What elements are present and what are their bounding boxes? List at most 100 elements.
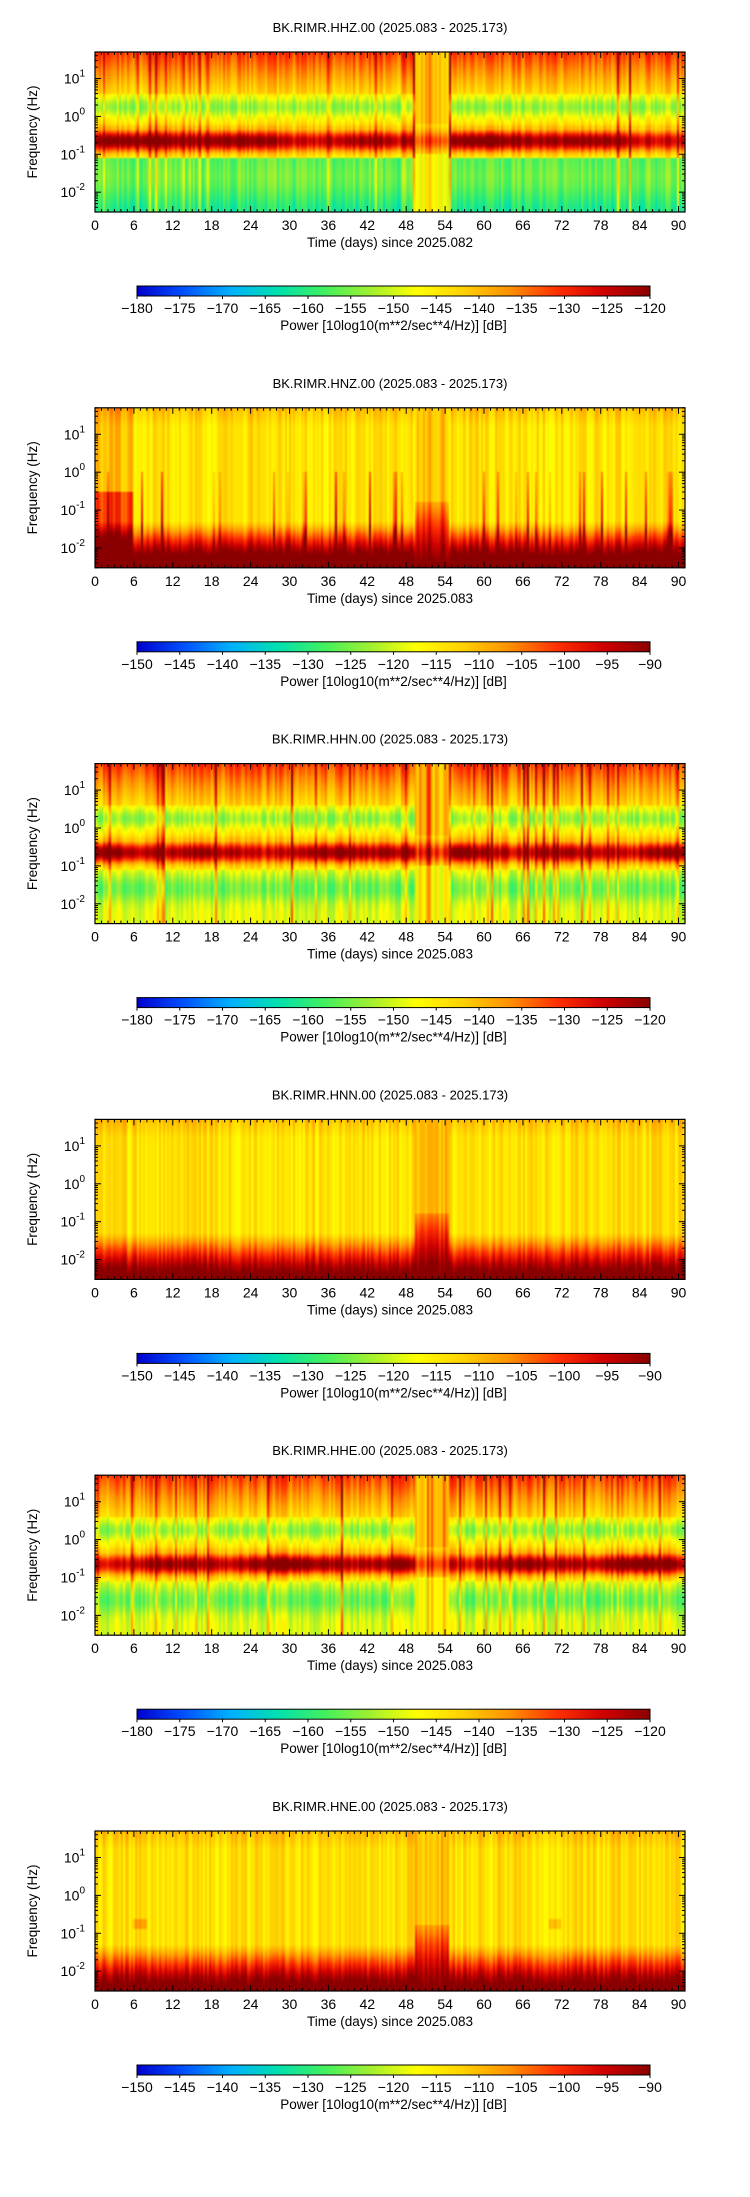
- y-tick-label: 10-2: [61, 1250, 86, 1268]
- y-tick-label: 10-2: [61, 538, 86, 556]
- x-tick-label: 48: [398, 1996, 414, 2012]
- colorbar-tick-label: −115: [421, 1367, 452, 1383]
- chart-title: BK.RIMR.HHE.00 (2025.083 - 2025.173): [272, 1443, 508, 1458]
- x-tick-label: 30: [282, 1996, 298, 2012]
- plot-frame: [94, 1474, 686, 1636]
- y-tick-label: 100: [64, 462, 86, 480]
- colorbar-label: Power [10log10(m**2/sec**4/Hz)] [dB]: [280, 1741, 507, 1756]
- colorbar-tick-label: −100: [549, 2079, 581, 2095]
- x-tick-label: 72: [554, 1640, 570, 1656]
- x-tick-label: 84: [632, 217, 648, 233]
- y-tick-label: 10-2: [61, 1605, 86, 1623]
- x-tick-label: 42: [360, 217, 376, 233]
- plot-frame: [94, 762, 686, 925]
- colorbar-tick-label: −95: [595, 1367, 619, 1383]
- y-tick-label: 10-1: [61, 500, 86, 518]
- x-tick-label: 72: [554, 573, 570, 589]
- x-tick-label: 42: [360, 929, 376, 945]
- colorbar-tick-label: −140: [207, 1367, 239, 1383]
- x-tick-label: 42: [360, 1640, 376, 1656]
- y-tick-label: 10-1: [61, 856, 86, 874]
- y-tick-label: 100: [64, 1174, 86, 1192]
- colorbar-tick-label: −145: [420, 1723, 452, 1739]
- x-tick-label: 36: [321, 1640, 337, 1656]
- y-axis-label: Frequency (Hz): [25, 1153, 40, 1246]
- colorbar-tick-label: −90: [638, 1367, 662, 1383]
- x-tick-label: 36: [321, 1996, 337, 2012]
- chart-title: BK.RIMR.HHZ.00 (2025.083 - 2025.173): [273, 20, 508, 35]
- x-tick-label: 66: [515, 1996, 531, 2012]
- x-tick-label: 78: [593, 929, 609, 945]
- x-tick-label: 60: [476, 573, 492, 589]
- x-axis-label: Time (days) since 2025.083: [307, 591, 473, 606]
- x-tick-label: 78: [593, 217, 609, 233]
- x-tick-label: 78: [593, 1284, 609, 1300]
- x-tick-label: 54: [437, 1284, 453, 1300]
- colorbar-tick-label: −125: [591, 1723, 623, 1739]
- x-tick-label: 36: [321, 217, 337, 233]
- y-tick-label: 101: [64, 68, 86, 86]
- colorbar-tick-label: −105: [506, 2079, 538, 2095]
- colorbar-tick-label: −115: [421, 2079, 452, 2095]
- y-tick-label: 10-1: [61, 144, 86, 162]
- spectrogram-panel-2: BK.RIMR.HNZ.00 (2025.083 - 2025.173) 0 6 12…: [25, 376, 687, 689]
- x-tick-label: 54: [437, 217, 453, 233]
- y-tick-label: 101: [64, 424, 86, 442]
- colorbar-tick-label: −130: [549, 1723, 581, 1739]
- y-tick-label: 100: [64, 106, 86, 124]
- x-tick-label: 12: [165, 573, 181, 589]
- colorbar-label: Power [10log10(m**2/sec**4/Hz)] [dB]: [280, 2097, 507, 2112]
- colorbar-tick-label: −145: [164, 1367, 196, 1383]
- colorbar-tick-label: −140: [207, 2079, 239, 2095]
- colorbar-tick-label: −175: [164, 1723, 196, 1739]
- x-tick-label: 78: [593, 1640, 609, 1656]
- chart-title: BK.RIMR.HNE.00 (2025.083 - 2025.173): [272, 1799, 508, 1814]
- colorbar: [136, 285, 651, 297]
- colorbar-tick-label: −110: [464, 656, 495, 672]
- x-tick-label: 12: [165, 217, 181, 233]
- colorbar-tick-label: −125: [335, 2079, 367, 2095]
- colorbar-tick-label: −90: [638, 656, 662, 672]
- colorbar-tick-label: −100: [549, 656, 581, 672]
- x-tick-label: 42: [360, 1284, 376, 1300]
- x-tick-label: 60: [476, 217, 492, 233]
- colorbar-tick-label: −105: [506, 656, 538, 672]
- colorbar-tick-label: −95: [595, 656, 619, 672]
- x-tick-label: 6: [130, 1640, 138, 1656]
- y-axis-label: Frequency (Hz): [25, 797, 40, 890]
- chart-title: BK.RIMR.HHN.00 (2025.083 - 2025.173): [272, 732, 508, 747]
- spectrogram-image: [95, 1475, 685, 1636]
- colorbar-tick-label: −135: [506, 300, 538, 316]
- colorbar-label: Power [10log10(m**2/sec**4/Hz)] [dB]: [280, 674, 507, 689]
- colorbar-tick-label: −140: [463, 1723, 495, 1739]
- x-tick-label: 48: [398, 1284, 414, 1300]
- spectrogram-panel-1: BK.RIMR.HHZ.00 (2025.083 - 2025.173) 0 6 12…: [25, 20, 687, 333]
- y-tick-label: 10-1: [61, 1212, 86, 1230]
- x-tick-label: 48: [398, 573, 414, 589]
- x-tick-label: 66: [515, 217, 531, 233]
- x-tick-label: 42: [360, 1996, 376, 2012]
- x-tick-label: 72: [554, 1996, 570, 2012]
- x-tick-label: 54: [437, 573, 453, 589]
- plot-frame: [94, 51, 686, 213]
- colorbar-tick-label: −150: [121, 2079, 153, 2095]
- x-tick-label: 12: [165, 1996, 181, 2012]
- colorbar-tick-label: −165: [249, 300, 281, 316]
- colorbar-tick-label: −150: [378, 1723, 410, 1739]
- colorbar-tick-label: −160: [292, 1012, 324, 1028]
- x-tick-label: 18: [204, 1284, 220, 1300]
- x-tick-label: 12: [165, 929, 181, 945]
- x-tick-label: 36: [321, 573, 337, 589]
- colorbar-tick-label: −135: [249, 1367, 281, 1383]
- colorbar-tick-label: −170: [207, 1723, 239, 1739]
- x-tick-label: 54: [437, 1996, 453, 2012]
- colorbar-tick-label: −165: [249, 1012, 281, 1028]
- x-tick-label: 60: [476, 929, 492, 945]
- x-tick-label: 42: [360, 573, 376, 589]
- spectrogram-image: [95, 407, 685, 568]
- y-axis-label: Frequency (Hz): [25, 85, 40, 178]
- spectrogram-image: [95, 52, 685, 212]
- spectrogram-image: [95, 1831, 685, 1991]
- x-tick-label: 60: [476, 1996, 492, 2012]
- colorbar-tick-label: −165: [249, 1723, 281, 1739]
